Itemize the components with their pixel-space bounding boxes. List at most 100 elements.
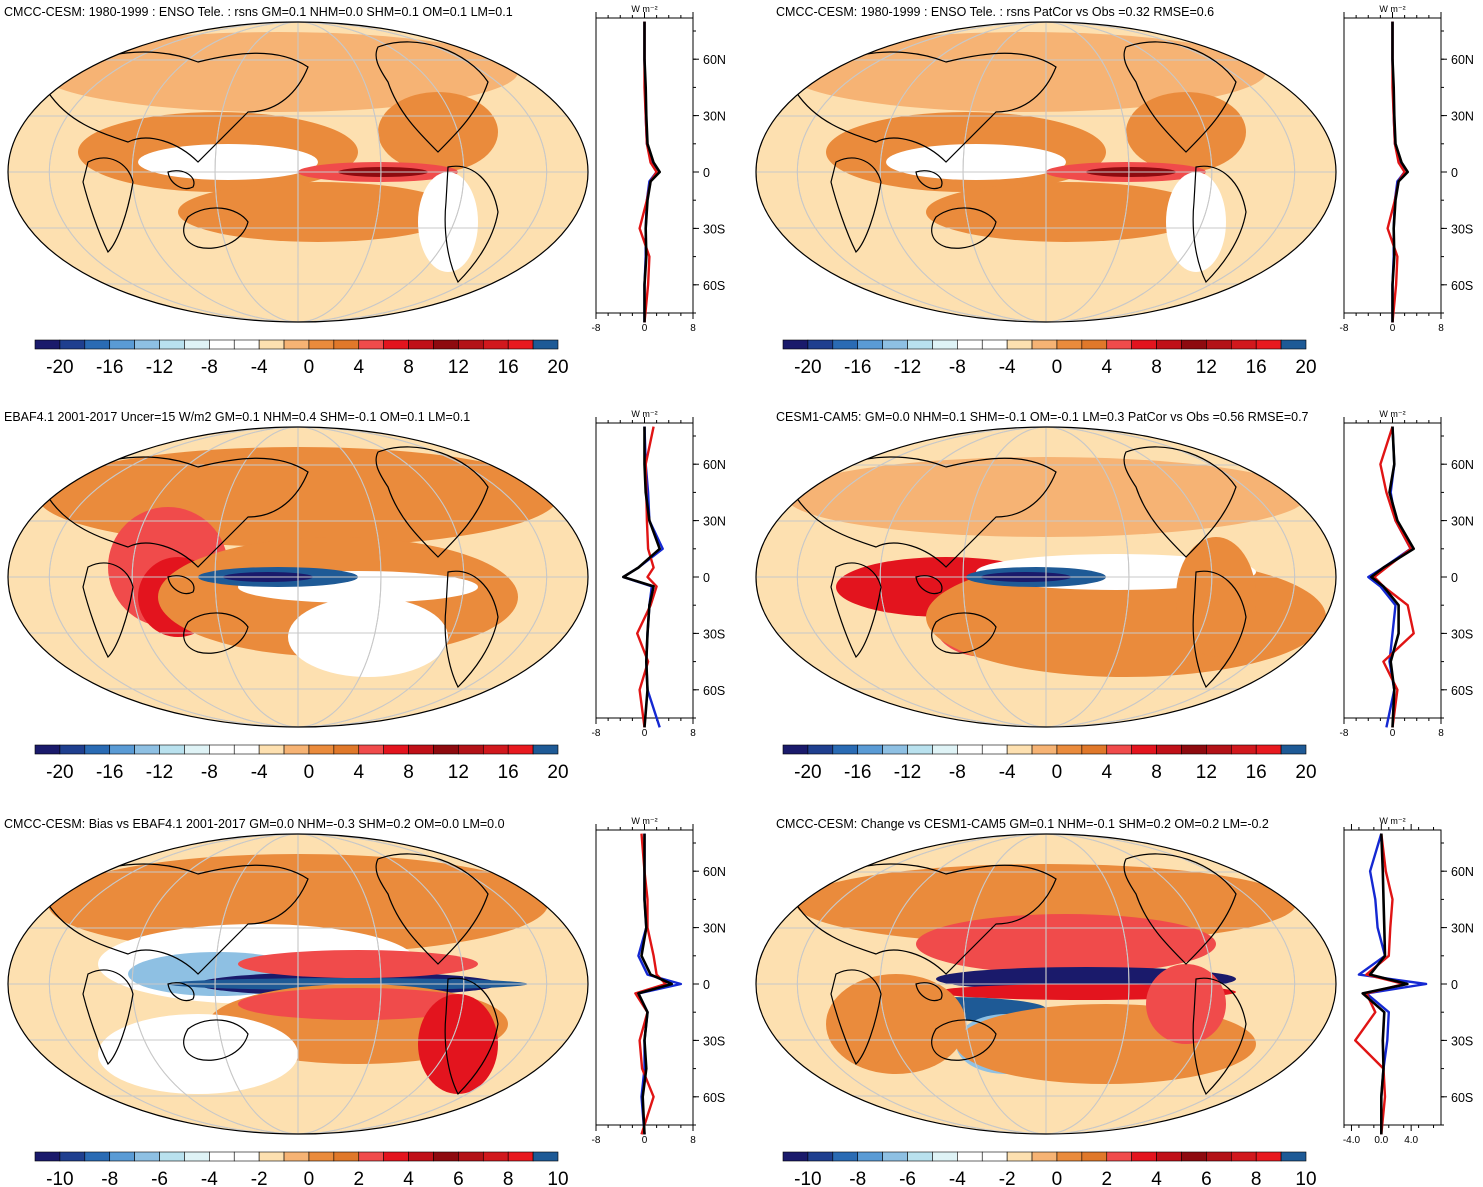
colorbar-tick-label: -10 bbox=[794, 1169, 821, 1187]
coastline bbox=[82, 969, 134, 1066]
colorbar-tick-label: -4 bbox=[201, 1169, 218, 1187]
colorbar-swatch bbox=[882, 744, 908, 755]
colorbar-swatch bbox=[34, 339, 61, 350]
colorbar-swatch bbox=[532, 1151, 559, 1162]
colorbar-swatch bbox=[283, 744, 310, 755]
panel-3: EBAF4.1 2001-2017 Uncer=15 W/m2 GM=0.1 N… bbox=[4, 409, 726, 783]
colorbar-swatch bbox=[882, 339, 908, 350]
colorbar-swatch bbox=[34, 744, 61, 755]
colorbar-swatch bbox=[308, 744, 335, 755]
colorbar-tick-label: 0 bbox=[304, 762, 315, 783]
colorbar-tick-label: 4 bbox=[1101, 762, 1112, 783]
colorbar-swatch bbox=[1056, 1151, 1083, 1162]
zonal-series-obs bbox=[634, 833, 667, 1135]
panel-title: CMCC-CESM: Bias vs EBAF4.1 2001-2017 GM=… bbox=[4, 817, 505, 831]
colorbar-swatch bbox=[1255, 744, 1282, 755]
colorbar: -20 -16 -12 -8 -4 0 4 8 12 16 20 bbox=[782, 744, 1317, 783]
colorbar-tick-label: 20 bbox=[547, 762, 568, 783]
coastline bbox=[167, 982, 195, 1002]
x-tick-label: 0 bbox=[642, 323, 648, 334]
colorbar-swatch bbox=[134, 744, 160, 755]
zonal-series-obs bbox=[1373, 426, 1415, 728]
colorbar-swatch bbox=[857, 339, 883, 350]
lat-tick-label: 30S bbox=[1451, 1034, 1473, 1048]
lat-tick-label: 0 bbox=[1451, 166, 1458, 180]
lat-tick-label: 30S bbox=[703, 1034, 725, 1048]
lat-tick-label: 60N bbox=[703, 458, 726, 472]
panel-2: CMCC-CESM: 1980-1999 : ENSO Tele. : rsns… bbox=[755, 4, 1474, 378]
zonal-series-model bbox=[1391, 21, 1410, 323]
lat-tick-label: 0 bbox=[1451, 978, 1458, 992]
colorbar-tick-label: 2 bbox=[353, 1169, 364, 1187]
colorbar-swatch bbox=[1006, 1151, 1033, 1162]
colorbar-swatch bbox=[532, 744, 559, 755]
x-tick-label: 8 bbox=[1438, 728, 1444, 739]
colorbar-swatch bbox=[408, 1151, 434, 1162]
lat-tick-label: 60S bbox=[1451, 1091, 1473, 1105]
x-tick-label: -8 bbox=[592, 728, 601, 739]
x-tick-label: -8 bbox=[592, 1135, 601, 1146]
colorbar-swatch bbox=[209, 339, 235, 350]
colorbar-swatch bbox=[1280, 1151, 1307, 1162]
colorbar-swatch bbox=[1031, 744, 1058, 755]
colorbar-swatch bbox=[283, 1151, 310, 1162]
colorbar-tick-label: 20 bbox=[1295, 357, 1316, 378]
colorbar-tick-label: 4 bbox=[403, 1169, 414, 1187]
colorbar-tick-label: 4 bbox=[353, 762, 364, 783]
colorbar-swatch bbox=[1181, 744, 1207, 755]
colorbar-swatch bbox=[1131, 339, 1157, 350]
zonal-series-model bbox=[643, 21, 662, 323]
coastline bbox=[1192, 570, 1247, 689]
colorbar-swatch bbox=[59, 744, 86, 755]
lat-tick-label: 30S bbox=[1451, 627, 1473, 641]
colorbar-tick-label: -4 bbox=[999, 357, 1016, 378]
colorbar-swatch bbox=[358, 339, 384, 350]
coastline bbox=[795, 51, 1057, 163]
x-tick-label: 8 bbox=[690, 323, 696, 334]
coastline bbox=[915, 982, 943, 1002]
x-tick-label: 4.0 bbox=[1404, 1135, 1418, 1146]
colorbar-swatch bbox=[1181, 1151, 1207, 1162]
colorbar-swatch bbox=[184, 339, 210, 350]
map-field bbox=[755, 833, 1337, 1135]
units-label: W m⁻² bbox=[631, 816, 657, 826]
coastline bbox=[1192, 165, 1247, 284]
colorbar-swatch bbox=[1230, 339, 1257, 350]
colorbar-swatch bbox=[1230, 1151, 1257, 1162]
colorbar-tick-label: 12 bbox=[448, 762, 469, 783]
colorbar-tick-label: 16 bbox=[498, 762, 519, 783]
lat-tick-label: 60N bbox=[1451, 458, 1474, 472]
coastline bbox=[931, 612, 997, 654]
x-tick-label: -8 bbox=[1340, 323, 1349, 334]
lat-tick-label: 30N bbox=[703, 110, 726, 124]
coastline bbox=[82, 562, 134, 659]
lat-tick-label: 60S bbox=[1451, 279, 1473, 293]
colorbar-swatch bbox=[981, 744, 1008, 755]
colorbar-tick-label: -8 bbox=[201, 357, 218, 378]
colorbar-tick-label: -6 bbox=[899, 1169, 916, 1187]
colorbar-tick-label: -4 bbox=[251, 357, 268, 378]
colorbar-tick-label: 8 bbox=[403, 357, 414, 378]
colorbar-swatch bbox=[782, 339, 809, 350]
colorbar-swatch bbox=[1280, 339, 1307, 350]
x-tick-label: -4.0 bbox=[1343, 1135, 1361, 1146]
colorbar-swatch bbox=[458, 1151, 484, 1162]
colorbar-swatch bbox=[233, 1151, 260, 1162]
coastline bbox=[82, 157, 134, 254]
zonal-mean-plot: W m⁻² -8 0 8 60N 30N 0 30S 60S bbox=[592, 816, 726, 1146]
lat-tick-label: 60N bbox=[1451, 865, 1474, 879]
coastline bbox=[1123, 853, 1237, 965]
lat-tick-label: 60N bbox=[1451, 53, 1474, 67]
colorbar-swatch bbox=[807, 1151, 834, 1162]
panel-title: CMCC-CESM: Change vs CESM1-CAM5 GM=0.1 N… bbox=[776, 817, 1269, 831]
x-tick-label: 0 bbox=[1390, 323, 1396, 334]
coastline bbox=[47, 863, 309, 975]
colorbar-swatch bbox=[1081, 339, 1108, 350]
map-field bbox=[7, 833, 589, 1135]
lat-tick-label: 0 bbox=[703, 166, 710, 180]
colorbar-swatch bbox=[109, 744, 135, 755]
panel-title: CESM1-CAM5: GM=0.0 NHM=0.1 SHM=-0.1 OM=-… bbox=[776, 410, 1309, 424]
colorbar-swatch bbox=[308, 1151, 335, 1162]
colorbar-swatch bbox=[957, 744, 983, 755]
colorbar-tick-label: -8 bbox=[949, 357, 966, 378]
